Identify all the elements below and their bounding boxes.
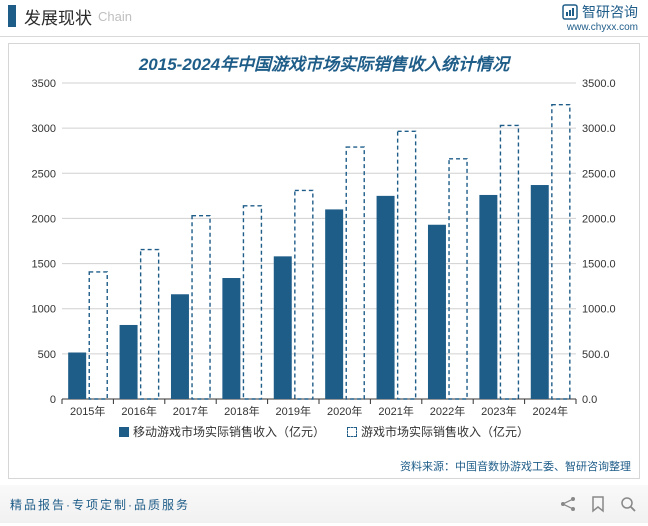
svg-text:2018年: 2018年 — [224, 404, 259, 418]
svg-text:2021年: 2021年 — [378, 404, 413, 418]
svg-text:500: 500 — [38, 349, 56, 361]
svg-text:2022年: 2022年 — [430, 404, 465, 418]
svg-text:1500: 1500 — [32, 259, 56, 271]
svg-text:0: 0 — [50, 394, 56, 406]
bookmark-icon — [588, 494, 608, 514]
page-title: 发展现状 — [24, 4, 92, 29]
svg-text:2023年: 2023年 — [481, 404, 516, 418]
svg-text:2019年: 2019年 — [276, 404, 311, 418]
svg-text:2500: 2500 — [32, 168, 56, 180]
svg-text:3500.0: 3500.0 — [582, 78, 616, 90]
legend-solid-swatch — [119, 427, 129, 437]
svg-text:2500.0: 2500.0 — [582, 168, 616, 180]
brand-block: 智研咨询 www.chyxx.com — [562, 2, 638, 33]
chart-container: 2015-2024年中国游戏市场实际销售收入统计情况 0 0.0 500 500.0 1… — [8, 43, 640, 479]
header-rule — [0, 36, 648, 37]
svg-text:2024年: 2024年 — [533, 404, 568, 418]
brand-name: 智研咨询 — [582, 2, 638, 22]
legend-dashed-label: 游戏市场实际销售收入（亿元） — [361, 423, 529, 440]
svg-text:0.0: 0.0 — [582, 394, 597, 406]
brand-icon — [562, 4, 578, 20]
svg-text:1500.0: 1500.0 — [582, 259, 616, 271]
legend-solid: 移动游戏市场实际销售收入（亿元） — [119, 423, 325, 440]
zoom-icon — [618, 494, 638, 514]
svg-text:2015年: 2015年 — [70, 404, 105, 418]
svg-text:2020年: 2020年 — [327, 404, 362, 418]
svg-text:2000: 2000 — [32, 213, 56, 225]
svg-text:2000.0: 2000.0 — [582, 213, 616, 225]
chart-legend: 移动游戏市场实际销售收入（亿元） 游戏市场实际销售收入（亿元） — [9, 423, 639, 440]
legend-dashed: 游戏市场实际销售收入（亿元） — [347, 423, 529, 440]
footer-icons — [558, 494, 638, 514]
header: 发展现状 Chain 智研咨询 www.chyxx.com — [0, 0, 648, 32]
svg-text:3000: 3000 — [32, 123, 56, 135]
legend-solid-label: 移动游戏市场实际销售收入（亿元） — [133, 423, 325, 440]
chart-source: 资料来源：中国音数协游戏工委、智研咨询整理 — [400, 458, 631, 474]
svg-text:2017年: 2017年 — [173, 404, 208, 418]
bar-chart-svg: 0 0.0 500 500.0 1000 1000.0 1500 1500.0 2000 2000… — [14, 75, 634, 425]
footer: 精品报告·专项定制·品质服务 — [0, 485, 648, 523]
svg-text:1000.0: 1000.0 — [582, 304, 616, 316]
svg-text:3500: 3500 — [32, 78, 56, 90]
header-bullet — [8, 5, 16, 27]
footer-text: 精品报告·专项定制·品质服务 — [10, 496, 190, 513]
svg-text:2016年: 2016年 — [121, 404, 156, 418]
svg-text:500.0: 500.0 — [582, 349, 610, 361]
chart-title: 2015-2024年中国游戏市场实际销售收入统计情况 — [9, 44, 639, 75]
svg-text:1000: 1000 — [32, 304, 56, 316]
share-icon — [558, 494, 578, 514]
brand-url: www.chyxx.com — [562, 22, 638, 33]
legend-dashed-swatch — [347, 427, 357, 437]
page-subtitle: Chain — [98, 9, 132, 24]
svg-text:3000.0: 3000.0 — [582, 123, 616, 135]
